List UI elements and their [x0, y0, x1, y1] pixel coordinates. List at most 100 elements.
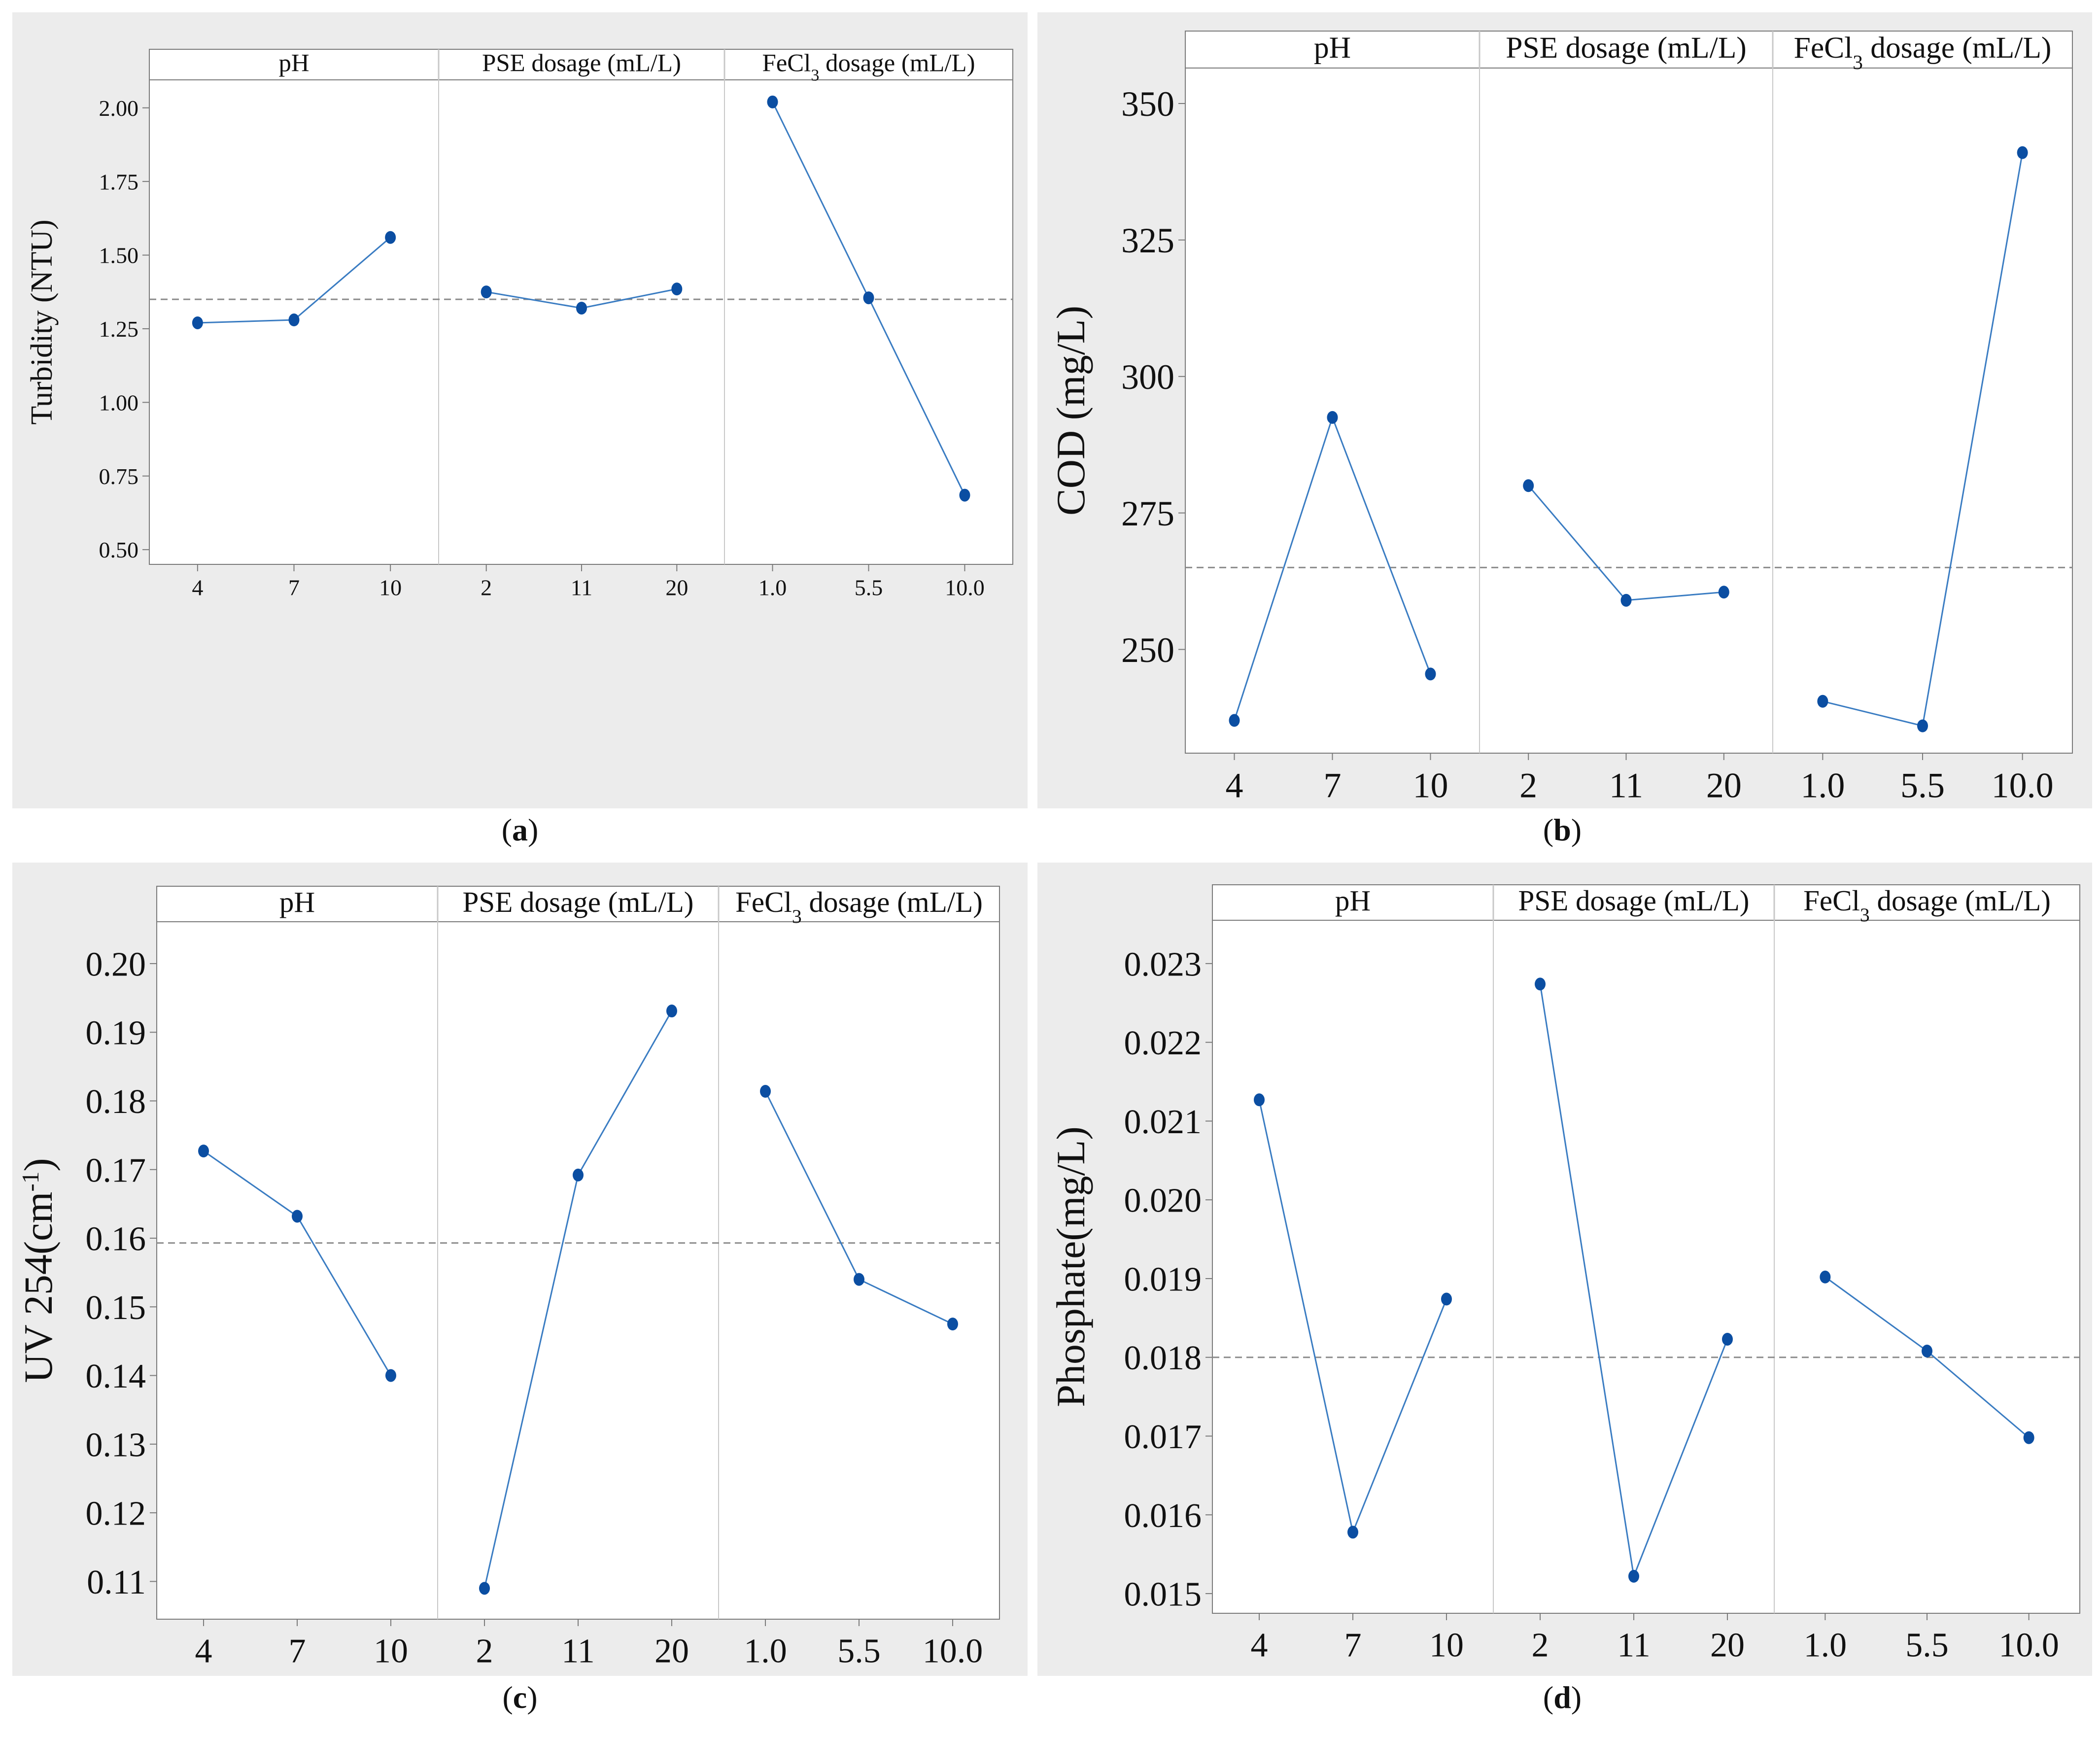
x-tick-label: 1.0: [1804, 1627, 1847, 1665]
factor-header: PSE dosage (mL/L): [463, 886, 694, 918]
factor-header: PSE dosage (mL/L): [1518, 884, 1750, 917]
data-point: [1820, 1270, 1831, 1284]
y-tick-label: 350: [1121, 84, 1174, 124]
x-tick-label: 7: [1344, 1627, 1362, 1665]
x-tick-label: 7: [1324, 766, 1342, 805]
y-axis-label: Phosphate(mg/L): [1048, 1126, 1093, 1407]
y-tick-label: 1.50: [99, 243, 139, 268]
x-tick-label: 11: [561, 1633, 594, 1670]
data-point: [1229, 714, 1240, 727]
x-tick-label: 7: [289, 1633, 306, 1670]
panel-caption: (d): [1543, 1680, 1582, 1715]
y-tick-label: 0.14: [86, 1357, 146, 1395]
y-tick-label: 2.00: [99, 96, 139, 121]
data-point: [1425, 667, 1436, 681]
y-tick-label: 0.018: [1124, 1339, 1202, 1377]
x-tick-label: 5.5: [837, 1633, 881, 1670]
x-tick-label: 4: [1226, 766, 1243, 805]
data-point: [947, 1318, 958, 1331]
factor-header: PSE dosage (mL/L): [1506, 31, 1747, 65]
factor-header: pH: [279, 886, 315, 918]
y-tick-label: 1.25: [99, 316, 139, 342]
y-tick-label: 0.20: [86, 945, 146, 983]
data-point: [479, 1582, 490, 1595]
y-tick-label: 0.13: [86, 1426, 146, 1464]
x-tick-label: 5.5: [1900, 766, 1945, 805]
y-axis-label: UV 254(cm-1): [16, 1158, 61, 1383]
y-tick-label: 0.022: [1124, 1024, 1202, 1062]
chart-panel-b: 250 275 300 325 350 COD (mg/L) pH 4 7 10 PSE dosag…: [1037, 12, 2092, 847]
x-tick-label: 2: [1519, 766, 1537, 805]
factor-header: PSE dosage (mL/L): [482, 49, 681, 77]
x-tick-label: 5.5: [855, 575, 883, 600]
x-tick-label: 20: [654, 1633, 689, 1670]
data-point: [573, 1168, 584, 1181]
data-point: [1535, 977, 1546, 991]
data-point: [1817, 695, 1828, 708]
x-tick-label: 11: [1617, 1627, 1650, 1665]
panel-caption: (b): [1543, 812, 1582, 847]
x-tick-label: 10.0: [1992, 766, 2054, 805]
x-tick-label: 10.0: [1998, 1627, 2059, 1665]
y-tick-label: 0.17: [86, 1151, 146, 1189]
y-tick-label: 0.75: [99, 464, 139, 489]
x-tick-label: 20: [1710, 1627, 1745, 1665]
factor-header: FeCl3 dosage (mL/L): [1803, 884, 2051, 926]
x-tick-label: 11: [1609, 766, 1643, 805]
data-point: [192, 316, 203, 329]
data-point: [1922, 1344, 1932, 1357]
x-tick-label: 10.0: [945, 575, 985, 600]
x-tick-label: 11: [571, 575, 592, 600]
x-tick-label: 10: [374, 1633, 408, 1670]
data-point: [1721, 1332, 1733, 1346]
y-tick-label: 300: [1121, 357, 1174, 397]
x-tick-label: 5.5: [1905, 1627, 1949, 1665]
y-tick-label: 1.75: [99, 169, 139, 194]
x-tick-label: 1.0: [1800, 766, 1845, 805]
x-tick-label: 10.0: [923, 1633, 983, 1670]
data-point: [959, 488, 970, 502]
data-point: [2023, 1431, 2034, 1444]
y-tick-label: 0.12: [86, 1495, 146, 1533]
data-point: [1327, 411, 1338, 424]
data-point: [1917, 719, 1928, 732]
x-tick-label: 20: [1706, 766, 1742, 805]
data-point: [1441, 1292, 1452, 1306]
y-tick-label: 0.50: [99, 537, 139, 562]
x-tick-label: 10: [379, 575, 402, 600]
data-point: [576, 302, 587, 315]
factor-header: FeCl3 dosage (mL/L): [1794, 31, 2052, 73]
data-point: [1347, 1526, 1358, 1539]
x-tick-label: 2: [1532, 1627, 1549, 1665]
data-point: [666, 1005, 677, 1018]
y-tick-label: 0.020: [1124, 1182, 1202, 1220]
y-tick-label: 0.016: [1124, 1497, 1202, 1535]
panel-caption: (c): [502, 1680, 537, 1715]
data-point: [1523, 479, 1534, 492]
y-tick-label: 0.16: [86, 1220, 146, 1258]
data-point: [854, 1273, 864, 1286]
panel-caption: (a): [502, 812, 539, 847]
plot-area: [156, 886, 1000, 1620]
data-point: [1254, 1093, 1265, 1107]
factor-header: FeCl3 dosage (mL/L): [735, 886, 983, 927]
y-axis-label: COD (mg/L): [1048, 306, 1093, 516]
x-tick-label: 4: [1251, 1627, 1268, 1665]
y-tick-label: 0.017: [1124, 1418, 1202, 1456]
data-point: [198, 1145, 209, 1158]
data-point: [288, 313, 300, 327]
y-tick-label: 0.15: [86, 1289, 146, 1327]
y-tick-label: 0.023: [1124, 945, 1202, 983]
data-point: [2017, 146, 2028, 159]
x-tick-label: 20: [665, 575, 688, 600]
y-axis-label: Turbidity (NTU): [25, 219, 59, 424]
y-tick-label: 1.00: [99, 390, 139, 415]
y-tick-label: 0.015: [1124, 1576, 1202, 1614]
y-tick-label: 325: [1121, 221, 1174, 260]
data-point: [385, 1369, 396, 1382]
data-point: [385, 231, 396, 244]
y-tick-label: 250: [1121, 630, 1174, 670]
data-point: [292, 1210, 303, 1223]
data-point: [863, 291, 874, 305]
